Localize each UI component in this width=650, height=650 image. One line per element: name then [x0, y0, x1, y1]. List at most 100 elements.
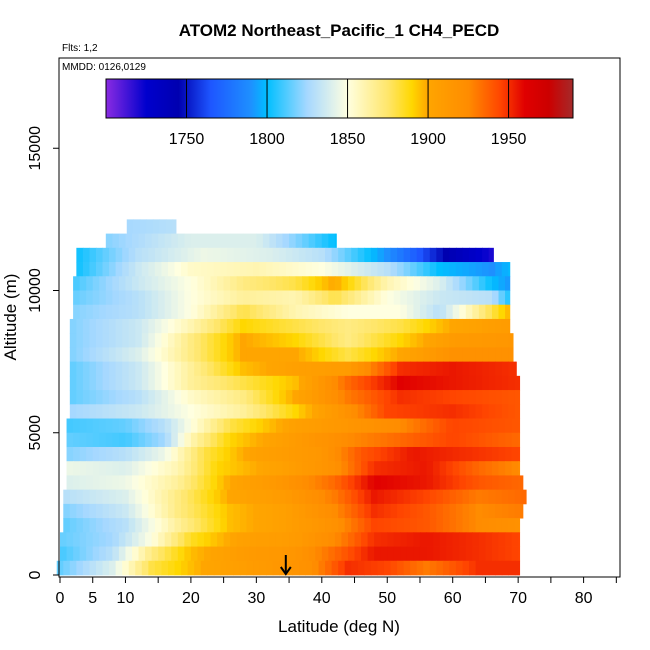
heatmap-cell — [501, 361, 509, 377]
heatmap-cell — [433, 532, 441, 547]
heatmap-cell — [171, 290, 179, 306]
heatmap-cell — [96, 375, 104, 391]
heatmap-cell — [210, 233, 218, 249]
heatmap-cell — [403, 247, 411, 263]
heatmap-cell — [197, 546, 205, 562]
heatmap-cell — [370, 375, 379, 391]
heatmap-cell — [194, 390, 202, 405]
heatmap-cell — [311, 404, 320, 419]
heatmap-cell — [305, 489, 313, 505]
heatmap-cell — [102, 560, 110, 576]
heatmap-cell — [328, 304, 336, 320]
heatmap-cell — [256, 475, 264, 491]
heatmap-cell — [403, 375, 411, 391]
heatmap-cell — [370, 560, 379, 576]
heatmap-cell — [380, 290, 388, 306]
heatmap-cell — [514, 489, 523, 505]
heatmap-cell — [203, 276, 212, 291]
heatmap-cell — [128, 375, 136, 391]
heatmap-cell — [436, 333, 444, 348]
heatmap-cell — [289, 446, 297, 462]
heatmap-cell — [177, 276, 185, 291]
heatmap-cell — [105, 532, 113, 547]
heatmap-cell — [459, 461, 467, 476]
heatmap-cell — [86, 446, 94, 462]
heatmap-cell — [89, 262, 97, 277]
heatmap-cell — [465, 475, 473, 491]
heatmap-cell — [115, 375, 123, 391]
heatmap-cell — [491, 432, 500, 448]
heatmap-cell — [174, 503, 182, 519]
heatmap-cell — [308, 546, 316, 562]
heatmap-cell — [213, 247, 221, 263]
heatmap-cell — [213, 262, 221, 277]
heatmap-cell — [197, 461, 205, 476]
heatmap-cell — [410, 560, 418, 576]
heatmap-cell — [361, 446, 369, 462]
heatmap-cell — [488, 390, 496, 405]
heatmap-cell — [174, 390, 182, 405]
heatmap-cell — [207, 404, 215, 419]
heatmap-cell — [419, 546, 428, 562]
heatmap-cell — [158, 304, 166, 320]
heatmap-cell — [220, 262, 228, 277]
heatmap-cell — [397, 347, 405, 363]
heatmap-cell — [154, 333, 163, 348]
heatmap-cell — [347, 475, 356, 491]
heatmap-cell — [63, 503, 71, 519]
heatmap-cell — [462, 262, 470, 277]
heatmap-cell — [285, 262, 293, 277]
heatmap-cell — [262, 290, 271, 306]
heatmap-cell — [298, 390, 307, 405]
heatmap-cell — [109, 333, 117, 348]
heatmap-cell — [518, 532, 521, 547]
heatmap-cell — [171, 532, 179, 547]
heatmap-cell — [374, 304, 382, 320]
heatmap-cell — [141, 560, 149, 576]
heatmap-cell — [488, 333, 496, 348]
heatmap-cell — [125, 432, 133, 448]
heatmap-cell — [429, 318, 437, 334]
heatmap-cell — [76, 404, 84, 419]
heatmap-cell — [318, 518, 326, 533]
heatmap-cell — [325, 560, 333, 576]
heatmap-cell — [262, 304, 271, 320]
band-0 — [56, 560, 521, 576]
heatmap-cell — [289, 532, 297, 547]
heatmap-cell — [226, 262, 235, 277]
heatmap-cell — [233, 390, 241, 405]
heatmap-cell — [413, 276, 421, 291]
heatmap-cell — [462, 361, 470, 377]
heatmap-cell — [403, 333, 411, 348]
heatmap-cell — [86, 418, 94, 434]
heatmap-cell — [253, 333, 261, 348]
heatmap-cell — [295, 461, 303, 476]
heatmap-cell — [334, 233, 337, 249]
heatmap-cell — [383, 347, 392, 363]
heatmap-cell — [351, 347, 359, 363]
heatmap-cell — [475, 333, 483, 348]
heatmap-cell — [275, 461, 284, 476]
heatmap-cell — [514, 404, 521, 419]
band-4500 — [66, 432, 521, 448]
heatmap-cell — [449, 347, 457, 363]
heatmap-cell — [102, 247, 110, 263]
heatmap-cell — [184, 418, 192, 434]
heatmap-cell — [338, 262, 346, 277]
heatmap-cell — [200, 560, 208, 576]
heatmap-cell — [239, 390, 248, 405]
heatmap-cell — [135, 318, 143, 334]
heatmap-cell — [285, 390, 293, 405]
heatmap-cell — [138, 233, 146, 249]
heatmap-cell — [161, 361, 169, 377]
heatmap-cell — [253, 390, 261, 405]
heatmap-cell — [200, 503, 208, 519]
heatmap-cell — [334, 276, 343, 291]
heatmap-cell — [426, 532, 434, 547]
heatmap-cell — [115, 404, 123, 419]
heatmap-cell — [308, 304, 316, 320]
heatmap-cell — [387, 461, 395, 476]
heatmap-cell — [151, 304, 159, 320]
heatmap-cell — [354, 461, 362, 476]
heatmap-cell — [249, 532, 257, 547]
